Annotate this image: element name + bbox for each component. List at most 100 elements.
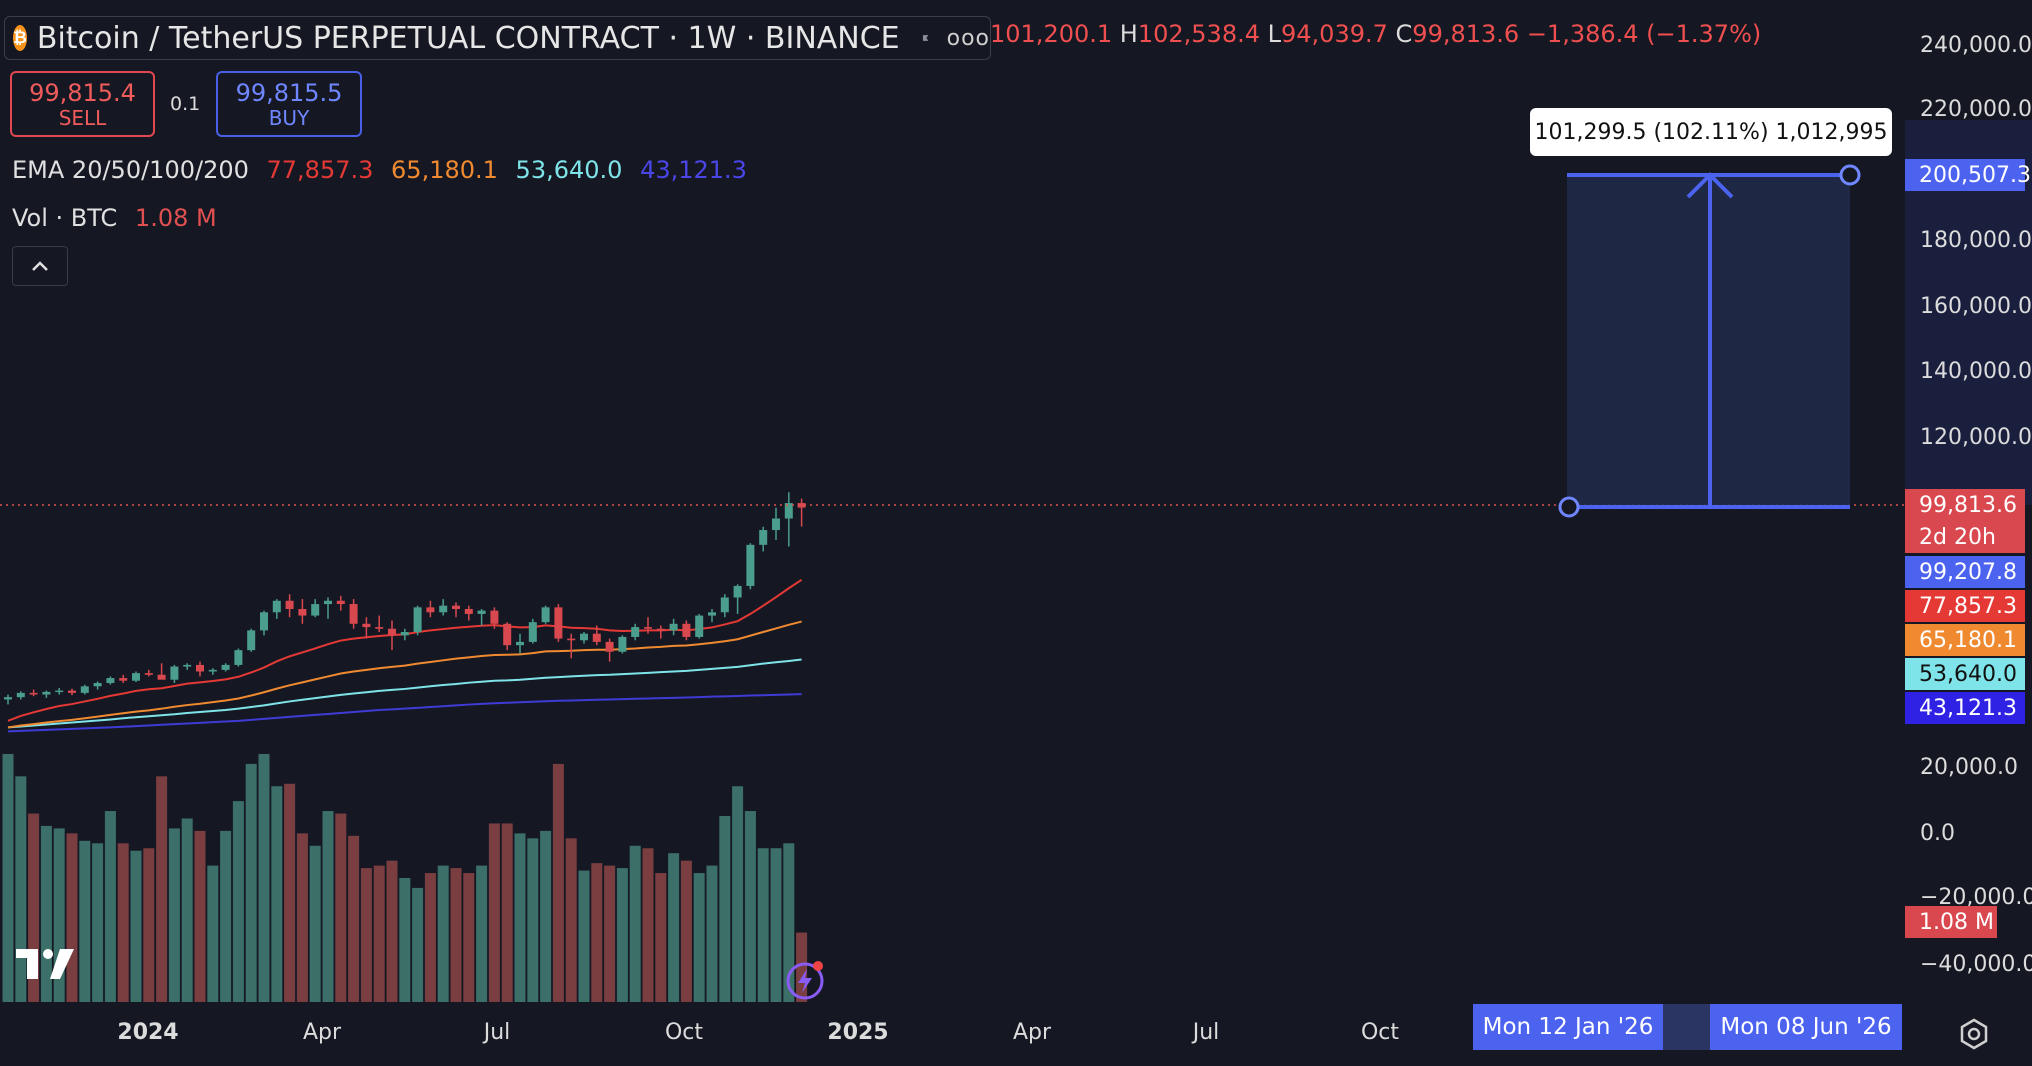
ema-legend-label: EMA 20/50/100/200 [12,156,249,184]
y-tick: 180,000.0 [1920,228,2032,253]
volume-bar [28,813,40,1002]
y-tick: 0.0 [1920,821,1955,846]
ema50-value: 65,180.1 [391,156,498,184]
measure-handle-bottom[interactable] [1558,496,1580,518]
flag-icon[interactable] [922,27,929,49]
volume-bar [373,865,385,1002]
volume-bar [207,865,219,1002]
order-quantity[interactable]: 0.1 [170,93,201,115]
volume-bar [399,878,411,1002]
candle-body [426,607,435,613]
candle-body [260,612,268,631]
candle-body [119,678,128,681]
high-label: H [1119,20,1138,48]
measure-arrow-head [1686,172,1734,199]
volume-bar [271,786,283,1002]
candle-body [298,608,307,616]
volume-bar [604,865,616,1002]
sell-price: 99,815.4 [29,79,136,107]
volume-bar [360,868,372,1002]
candle-body [285,600,294,609]
candle-body [477,610,486,614]
candle-body [464,608,473,614]
candle-body [349,604,358,624]
volume-legend-value: 1.08 M [134,204,217,232]
volume-bar [348,835,360,1002]
buy-label: BUY [268,106,310,130]
volume-bar [642,848,654,1002]
candle-body [93,683,102,687]
measure-handle-top[interactable] [1839,164,1861,186]
ema-lines [7,579,803,733]
volume-bar [156,776,168,1002]
open-value: 101,200.1 [990,20,1113,48]
sell-button[interactable]: 99,815.4 SELL [10,71,155,137]
y-tick: −20,000.0 [1920,885,2032,910]
volume-bar [130,850,142,1002]
volume-bar [565,838,577,1002]
volume-bar [15,776,27,1002]
lightning-icon[interactable] [785,957,829,1001]
volume-bar [578,870,590,1002]
candle-body [375,627,384,629]
volume-legend-label: Vol · BTC [12,204,118,232]
candle-body [772,518,780,531]
volume-bar [220,830,232,1002]
candle-body [208,669,217,672]
volume-bar [424,873,436,1002]
volume-bar [296,833,308,1002]
target-price-tag: 200,507.3 [1905,159,2031,191]
volume-bar [693,873,705,1002]
candle-body [733,585,742,598]
volume-legend[interactable]: Vol · BTC 1.08 M [12,204,227,232]
candle-body [695,615,704,637]
y-tick: 20,000.0 [1920,755,2018,780]
more-options-icon[interactable]: ooo [946,25,990,51]
candle-body [541,607,550,623]
ema-legend[interactable]: EMA 20/50/100/200 77,857.3 65,180.1 53,6… [12,156,757,184]
volume-bar [770,848,782,1002]
candles [4,492,806,705]
collapse-legend-button[interactable] [12,246,68,286]
candle-body [362,623,371,628]
candle-body [234,650,243,665]
candle-body [554,607,563,639]
ema200-line [7,693,802,733]
candle-body [631,627,640,637]
candle-body [388,628,396,636]
ema50-line [7,620,802,729]
candle-body [132,673,140,681]
tradingview-logo-icon[interactable] [14,945,84,983]
ema20-value: 77,857.3 [266,156,374,184]
volume-bar [284,783,296,1002]
settings-gear-icon[interactable] [1958,1018,1990,1050]
candle-body [528,622,537,642]
symbol-title[interactable]: Bitcoin / TetherUS PERPETUAL CONTRACT · … [36,20,900,56]
low-label: L [1267,20,1282,48]
candle-body [157,674,166,680]
volume-bar [143,848,155,1002]
candle-body [221,664,230,670]
ema200-price-tag: 43,121.3 [1905,692,2025,724]
buy-button[interactable]: 99,815.5 BUY [216,71,362,137]
volume-bar [117,843,129,1002]
symbol-header[interactable]: ₿ Bitcoin / TetherUS PERPETUAL CONTRACT … [4,16,991,60]
volume-bar [732,786,744,1002]
bar-countdown-tag: 2d 20h [1905,521,2025,553]
volume-bar [591,863,603,1002]
ema100-value: 53,640.0 [515,156,623,184]
volume-bar [540,830,552,1002]
candle-body [746,544,755,586]
candle-body [669,623,678,631]
y-tick: 160,000.0 [1920,294,2032,319]
ema100-line [7,658,802,729]
volume-bar [322,811,334,1002]
candle-body [16,692,25,698]
candle-body [784,503,793,519]
volume-bar [194,830,206,1002]
volume-bar [527,838,539,1002]
volume-bar [629,845,641,1002]
volume-bar [40,825,52,1002]
candle-body [106,678,115,684]
